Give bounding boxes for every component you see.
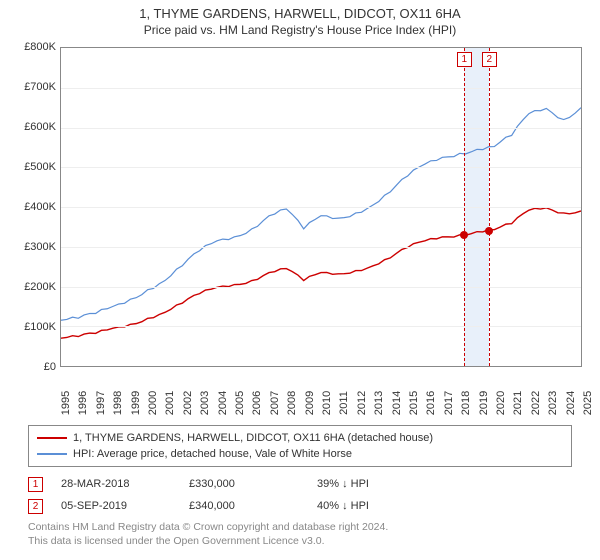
y-tick: £0	[44, 361, 56, 373]
legend-label-hpi: HPI: Average price, detached house, Vale…	[73, 446, 352, 462]
attribution: Contains HM Land Registry data © Crown c…	[28, 521, 572, 548]
x-tick: 1996	[77, 391, 89, 415]
y-tick: £700K	[24, 81, 56, 93]
sale-date: 28-MAR-2018	[61, 478, 171, 490]
marker-line	[489, 48, 490, 366]
sale-date: 05-SEP-2019	[61, 500, 171, 512]
x-tick: 2019	[478, 391, 490, 415]
x-tick: 2009	[304, 391, 316, 415]
y-tick: £400K	[24, 201, 56, 213]
sale-marker-box: 2	[28, 499, 43, 514]
gridline	[61, 167, 581, 168]
gridline	[61, 326, 581, 327]
legend-swatch-hpi	[37, 453, 67, 455]
x-tick: 2011	[338, 391, 350, 415]
x-tick: 2004	[217, 391, 229, 415]
marker-box: 1	[457, 52, 472, 67]
x-tick: 2012	[356, 391, 368, 415]
sale-dot	[460, 231, 468, 239]
legend-row-hpi: HPI: Average price, detached house, Vale…	[37, 446, 563, 462]
y-tick: £300K	[24, 241, 56, 253]
title-main: 1, THYME GARDENS, HARWELL, DIDCOT, OX11 …	[0, 6, 600, 21]
x-tick: 2022	[530, 391, 542, 415]
attribution-line2: This data is licensed under the Open Gov…	[28, 535, 572, 549]
attribution-line1: Contains HM Land Registry data © Crown c…	[28, 521, 572, 535]
y-axis: £0£100K£200K£300K£400K£500K£600K£700K£80…	[14, 47, 58, 367]
chart-area: £0 £100K £200K £300K £400K £500K £600K £700K £80…	[14, 43, 586, 423]
title-block: 1, THYME GARDENS, HARWELL, DIDCOT, OX11 …	[0, 0, 600, 37]
marker-line	[464, 48, 465, 366]
legend-label-price: 1, THYME GARDENS, HARWELL, DIDCOT, OX11 …	[73, 430, 433, 446]
x-tick: 2010	[321, 391, 333, 415]
series-hpi	[61, 108, 581, 321]
gridline	[61, 128, 581, 129]
x-tick: 2008	[286, 391, 298, 415]
gridline	[61, 247, 581, 248]
x-tick: 2017	[443, 391, 455, 415]
x-tick: 2015	[408, 391, 420, 415]
plot: 12	[60, 47, 582, 367]
gridline	[61, 287, 581, 288]
y-tick: £200K	[24, 281, 56, 293]
x-tick: 2023	[547, 391, 559, 415]
x-tick: 2005	[234, 391, 246, 415]
legend-row-price: 1, THYME GARDENS, HARWELL, DIDCOT, OX11 …	[37, 430, 563, 446]
y-tick: £100K	[24, 321, 56, 333]
x-tick: 2020	[495, 391, 507, 415]
y-tick: £800K	[24, 41, 56, 53]
x-tick: 1997	[95, 391, 107, 415]
legend: 1, THYME GARDENS, HARWELL, DIDCOT, OX11 …	[28, 425, 572, 467]
x-tick: 2021	[512, 391, 524, 415]
x-axis: 1995 1996 1997 1998 1999 2000 2001 2002 2003 2004…	[60, 369, 582, 423]
sale-row: 1 28-MAR-2018 £330,000 39% ↓ HPI	[28, 473, 572, 495]
sale-pct: 39% ↓ HPI	[317, 478, 377, 490]
gridline	[61, 88, 581, 89]
chart-container: 1, THYME GARDENS, HARWELL, DIDCOT, OX11 …	[0, 0, 600, 560]
legend-swatch-price	[37, 437, 67, 439]
x-tick: 2025	[582, 391, 594, 415]
sale-pct: 40% ↓ HPI	[317, 500, 377, 512]
x-tick: 2024	[565, 391, 577, 415]
x-tick: 2006	[251, 391, 263, 415]
x-tick: 2018	[460, 391, 472, 415]
x-tick: 2001	[164, 391, 176, 415]
x-tick: 2014	[391, 391, 403, 415]
sale-dot	[485, 227, 493, 235]
title-sub: Price paid vs. HM Land Registry's House …	[0, 23, 600, 37]
x-tick: 1998	[112, 391, 124, 415]
sale-price: £330,000	[189, 478, 299, 490]
y-tick: £600K	[24, 121, 56, 133]
x-tick: 2007	[269, 391, 281, 415]
sale-marker-box: 1	[28, 477, 43, 492]
x-tick: 2016	[425, 391, 437, 415]
marker-box: 2	[482, 52, 497, 67]
x-tick: 2000	[147, 391, 159, 415]
series-price_paid	[61, 208, 581, 338]
gridline	[61, 207, 581, 208]
x-tick: 1999	[130, 391, 142, 415]
y-tick: £500K	[24, 161, 56, 173]
x-tick: 2003	[199, 391, 211, 415]
sale-price: £340,000	[189, 500, 299, 512]
sale-rows: 1 28-MAR-2018 £330,000 39% ↓ HPI 2 05-SEP-201…	[28, 473, 572, 517]
x-tick: 2002	[182, 391, 194, 415]
sale-row: 2 05-SEP-2019 £340,000 40% ↓ HPI	[28, 495, 572, 517]
x-tick: 1995	[60, 391, 72, 415]
x-tick: 2013	[373, 391, 385, 415]
